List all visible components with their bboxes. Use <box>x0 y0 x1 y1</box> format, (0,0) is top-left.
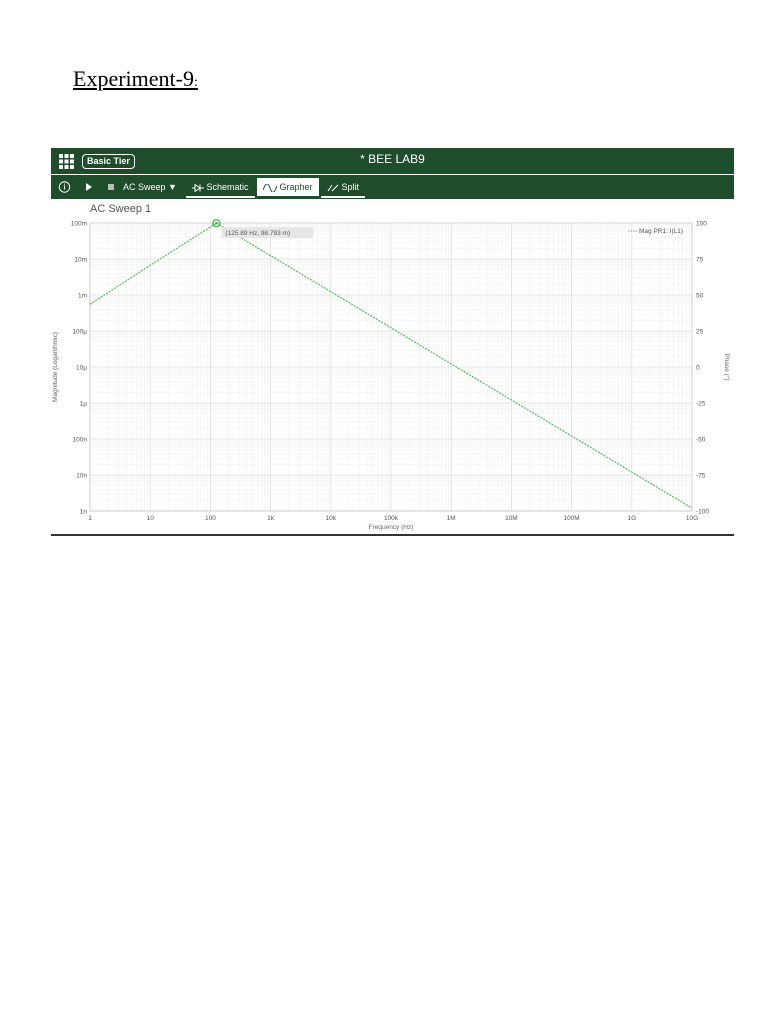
y2-tick-label: 75 <box>696 257 704 264</box>
x-tick-label: 10k <box>326 515 337 522</box>
x-tick-label: 100M <box>563 515 579 522</box>
x-tick-label: 1 <box>88 515 92 522</box>
y2-tick-label: -25 <box>696 401 706 408</box>
app-screenshot: Basic Tier * BEE LAB9 AC Sweep ▼ Schemat… <box>51 148 734 536</box>
y-tick-label: 100n <box>73 437 88 444</box>
tier-badge[interactable]: Basic Tier <box>82 154 135 169</box>
y-tick-label: 1m <box>78 293 87 300</box>
y2-axis-label: Phase (°) <box>723 353 731 380</box>
y-tick-label: 1n <box>80 509 88 516</box>
app-title: * BEE LAB9 <box>360 152 425 166</box>
info-icon[interactable] <box>58 175 71 199</box>
y2-tick-label: -75 <box>696 473 706 480</box>
tab-schematic[interactable]: Schematic <box>186 178 255 198</box>
y2-tick-label: 50 <box>696 293 704 300</box>
y2-tick-label: 25 <box>696 329 704 336</box>
y-tick-label: 10n <box>76 473 87 480</box>
y-tick-label: 100µ <box>72 329 87 336</box>
y-tick-label: 1µ <box>80 401 88 408</box>
y-axis-label: Magnitude (Logarithmic) <box>52 332 59 402</box>
diode-icon <box>192 183 204 193</box>
y2-tick-label: 100 <box>696 221 707 228</box>
tab-schematic-label: Schematic <box>206 182 249 192</box>
sweep-select-label: AC Sweep <box>123 182 166 192</box>
x-tick-label: 1M <box>447 515 456 522</box>
x-axis-label: Frequency (Hz) <box>369 524 414 531</box>
y-tick-label: 10µ <box>76 365 87 372</box>
bode-chart: 1 10 100 1k 10k 100k 1M 10M 100M 1G 10G 100m 10m 1m 10… <box>52 219 731 531</box>
x-tick-label: 10G <box>686 515 698 522</box>
x-tick-label: 100 <box>205 515 216 522</box>
y-tick-label: 100m <box>71 221 87 228</box>
tab-grapher[interactable]: Grapher <box>257 178 319 196</box>
cursor-marker <box>212 219 221 228</box>
sweep-select[interactable]: AC Sweep ▼ <box>123 175 177 199</box>
cursor-readout-box <box>221 227 314 239</box>
y2-tick-label: -100 <box>696 509 709 516</box>
y2-tick-label: -50 <box>696 437 706 444</box>
y-tick-label: 10m <box>74 257 87 264</box>
x-tick-label: 1G <box>627 515 636 522</box>
page-heading: Experiment-9: <box>73 66 198 92</box>
tab-grapher-label: Grapher <box>279 182 313 192</box>
magnitude-trace <box>89 222 693 509</box>
stop-icon[interactable] <box>107 175 115 199</box>
heading-text: Experiment-9 <box>73 66 194 91</box>
play-icon[interactable] <box>85 175 93 199</box>
split-icon <box>327 184 339 191</box>
x-tick-label: 10M <box>505 515 518 522</box>
cursor-readout: (125.89 Hz, 98.793 m) <box>225 230 290 237</box>
x-tick-label: 1k <box>267 515 275 522</box>
heading-colon: : <box>193 75 198 90</box>
legend-label: Mag PR1: I(L1) <box>639 228 683 235</box>
app-title-bar: Basic Tier * BEE LAB9 <box>51 148 734 174</box>
toolbar: AC Sweep ▼ Schematic Grapher Split <box>51 175 734 199</box>
y2-tick-label: 0 <box>696 365 700 372</box>
x-tick-label: 100k <box>384 515 399 522</box>
chart-title: AC Sweep 1 <box>90 203 152 215</box>
plot-border <box>89 222 693 512</box>
chevron-down-icon: ▼ <box>168 182 177 192</box>
tab-split[interactable]: Split <box>321 178 366 198</box>
apps-grid-icon[interactable] <box>59 154 74 169</box>
cursor-dot <box>215 221 218 225</box>
x-tick-label: 10 <box>147 515 155 522</box>
tab-split-label: Split <box>341 182 360 192</box>
wave-icon <box>262 182 278 193</box>
